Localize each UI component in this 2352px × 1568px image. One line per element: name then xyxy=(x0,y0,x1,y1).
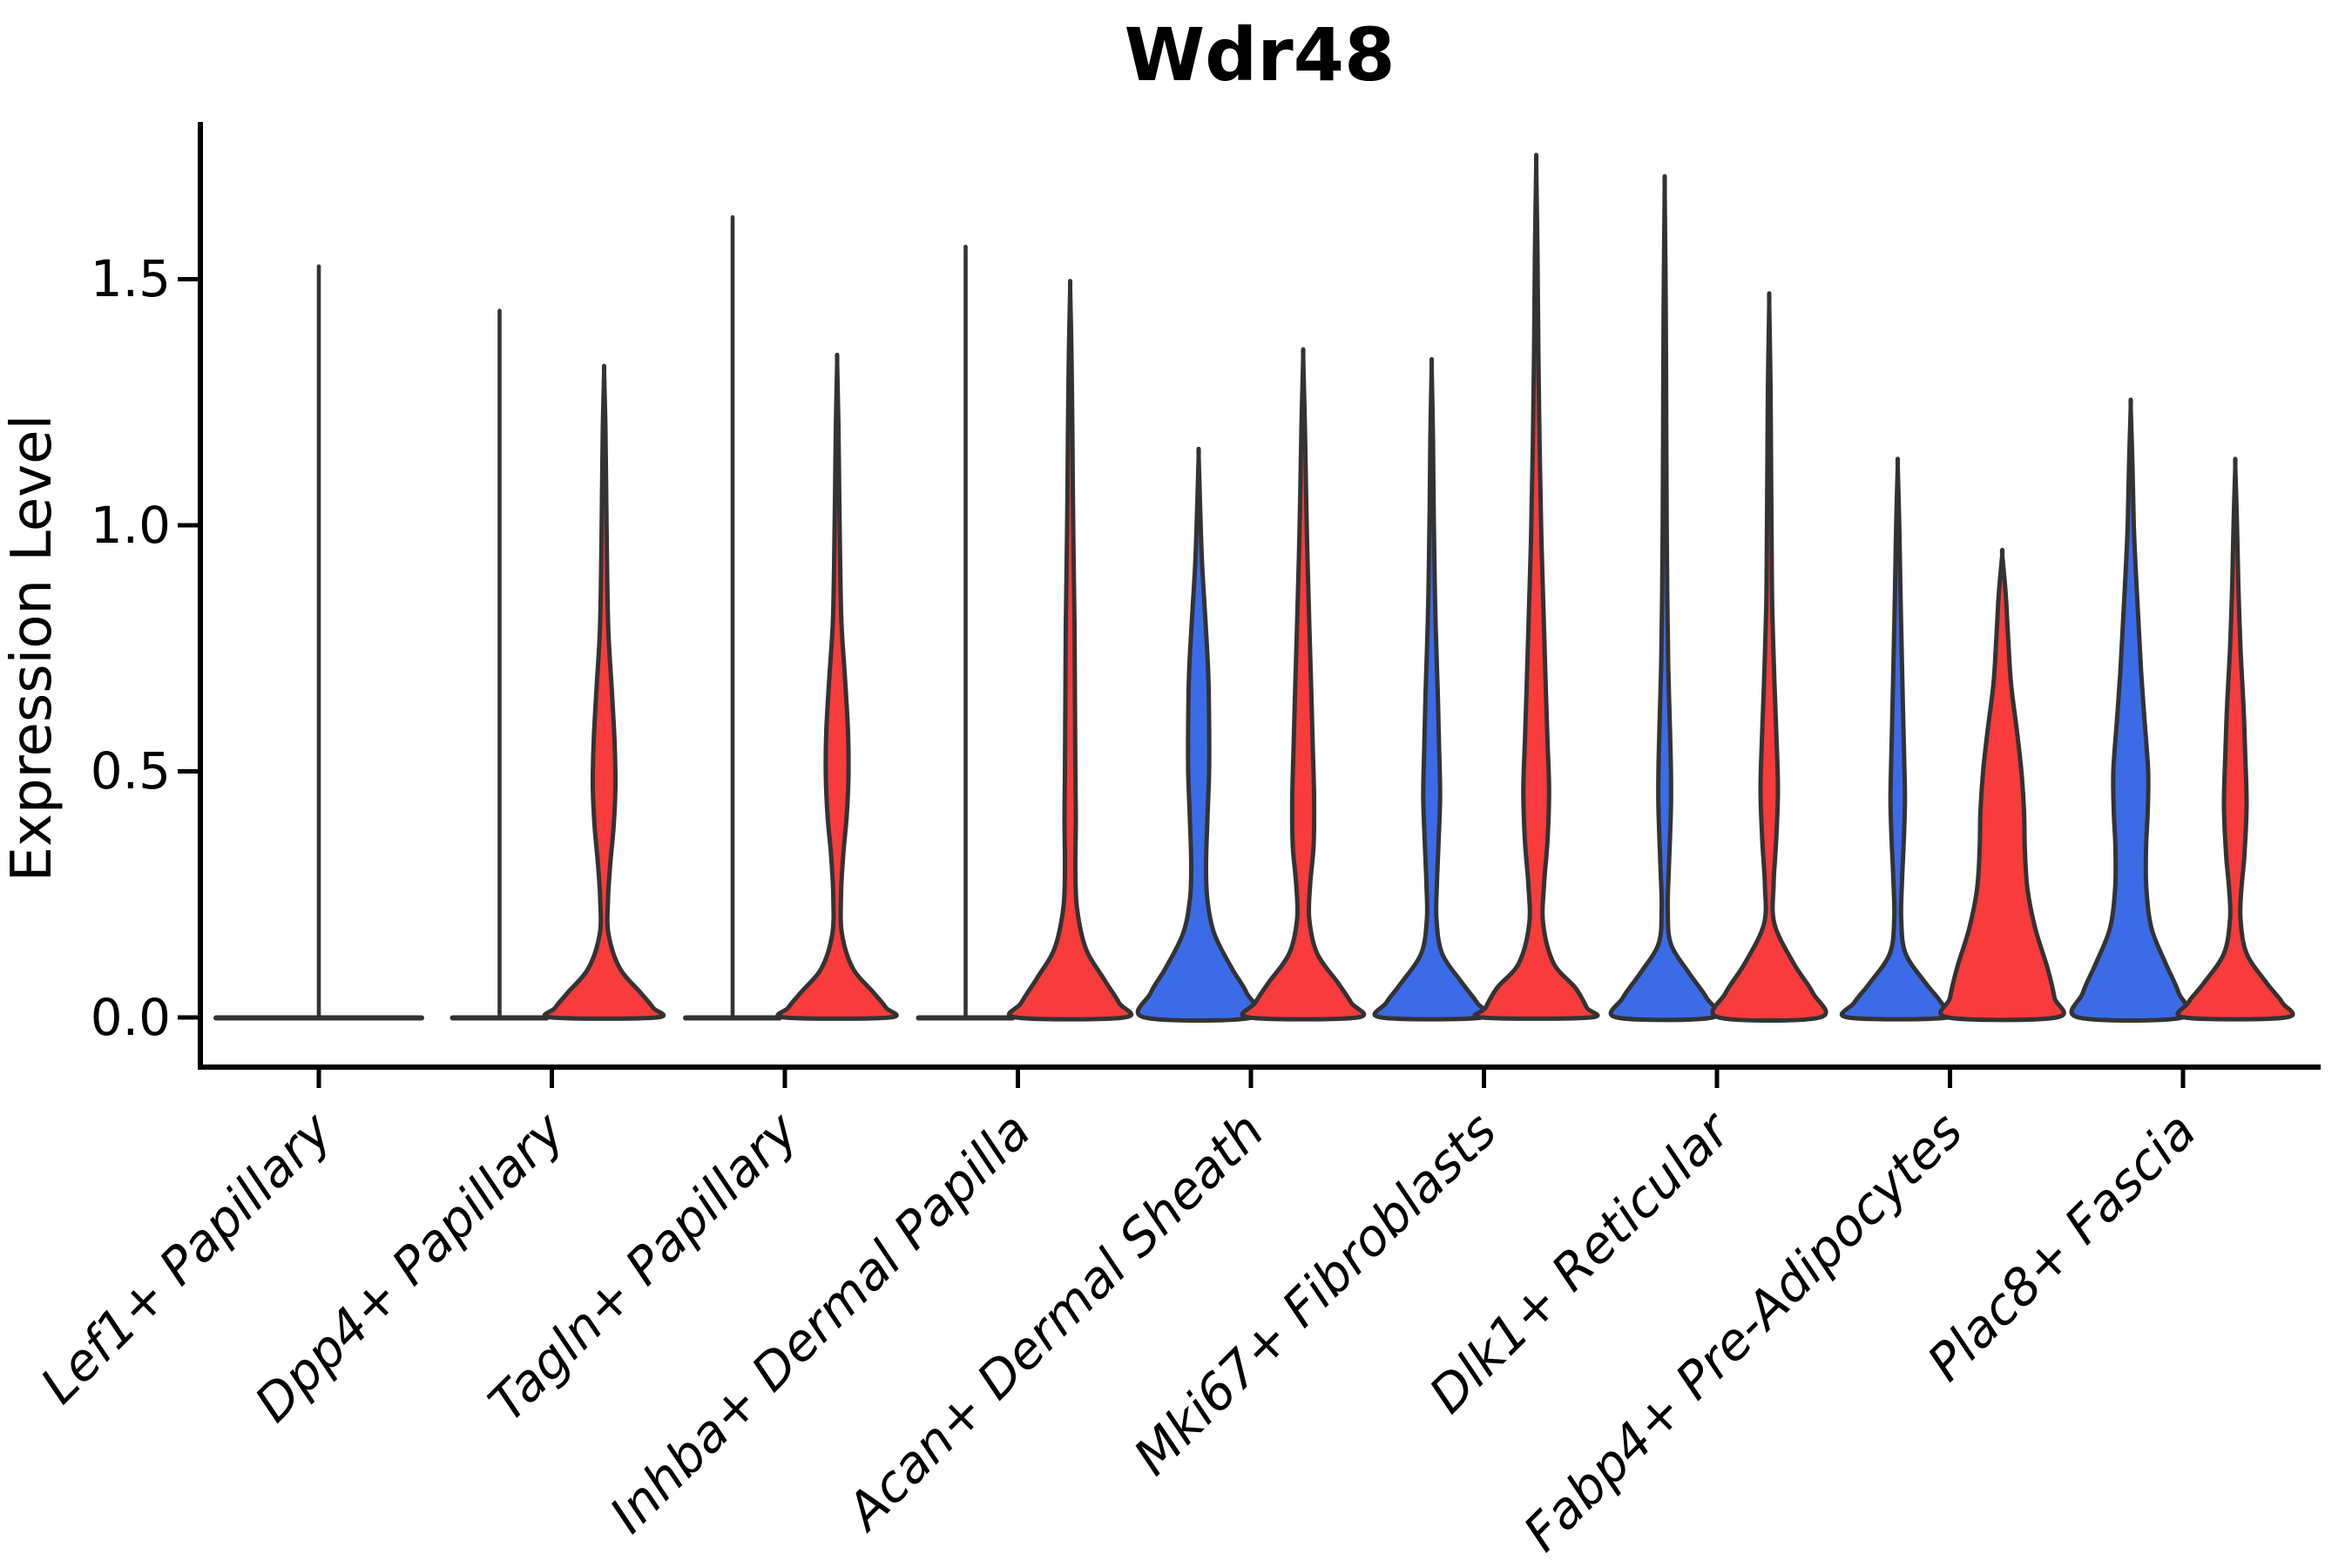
y-tick-labels: 0.0 0.5 1.0 1.5 xyxy=(91,249,171,1047)
y-tick xyxy=(178,769,200,774)
violin-blue-4 xyxy=(1135,446,1262,1024)
violin-blue-2-base xyxy=(683,1015,782,1021)
x-tick xyxy=(316,1067,321,1088)
y-tick xyxy=(178,1015,200,1020)
violin-blue-1-base xyxy=(449,1015,550,1021)
violin-red-4 xyxy=(1240,347,1367,1022)
violin-red-8 xyxy=(2175,456,2295,1022)
violin-blue-5 xyxy=(1372,356,1491,1022)
y-axis-title: Expression Level xyxy=(0,415,64,882)
x-category-labels: Lef1+ Papillary Dpp4+ Papillary Tagln+ P… xyxy=(29,1099,2207,1563)
violin-single-0-tail xyxy=(316,264,321,1017)
y-tick-label-2: 1.0 xyxy=(91,496,171,555)
x-tick xyxy=(1482,1067,1486,1088)
y-tick-label-3: 1.5 xyxy=(91,249,171,308)
x-axis-spine xyxy=(198,1064,2321,1070)
y-tick-label-1: 0.5 xyxy=(91,741,171,801)
x-tick xyxy=(782,1067,787,1088)
violin-red-1 xyxy=(542,363,666,1021)
violin-blue-7 xyxy=(1839,456,1957,1022)
violin-red-5 xyxy=(1472,152,1600,1021)
plot-title: Wdr48 xyxy=(1124,12,1395,98)
x-label-inhba: Inhba+ Dermal Papilla xyxy=(598,1101,1042,1544)
violin-single-0-base xyxy=(213,1015,424,1021)
violin-red-2 xyxy=(775,352,899,1021)
violin-blue-8 xyxy=(2069,397,2193,1024)
violin-blue-2-tail xyxy=(730,215,735,1018)
x-label-acan: Acan+ Dermal Sheath xyxy=(833,1101,1275,1544)
violin-blue-3-tail xyxy=(963,244,968,1017)
x-tick xyxy=(1714,1067,1720,1088)
violin-red-3 xyxy=(1007,279,1133,1022)
y-tick xyxy=(178,277,200,281)
violin-red-7 xyxy=(1938,547,2066,1023)
x-tick xyxy=(1248,1067,1254,1088)
y-axis-spine xyxy=(198,122,203,1070)
x-label-fabp4: Fabp4+ Pre-Adipocytes xyxy=(1512,1101,1974,1563)
violin-blue-3-base xyxy=(916,1015,1016,1021)
x-tick xyxy=(550,1067,554,1088)
violin-blue-1-tail xyxy=(497,308,502,1017)
y-tick xyxy=(178,523,200,528)
x-tick xyxy=(1948,1067,1952,1088)
violin-geometry xyxy=(178,122,2321,1088)
x-tick xyxy=(1016,1067,1020,1088)
violin-blue-6 xyxy=(1608,174,1721,1023)
violin-red-6 xyxy=(1710,291,1828,1024)
y-tick-label-0: 0.0 xyxy=(91,988,171,1047)
x-tick xyxy=(2180,1067,2186,1088)
